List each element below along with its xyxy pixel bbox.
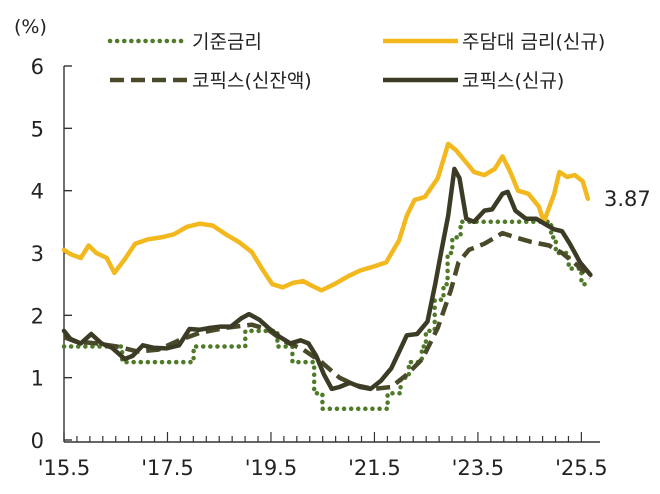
series-mortgage-rate-line	[61, 141, 591, 293]
y-tick-label: 6	[31, 55, 44, 79]
y-tick-label: 1	[31, 367, 44, 391]
x-tick-label: '15.5	[38, 456, 91, 480]
series-cofix-new-line	[61, 166, 593, 392]
y-tick-label: 3	[31, 242, 44, 266]
legend-label-cofix-new: 코픽스(신규)	[462, 70, 564, 92]
x-tick-label: '25.5	[555, 456, 608, 480]
y-tick-label: 2	[31, 304, 44, 328]
series-layer	[61, 141, 593, 412]
x-tick-label: '23.5	[452, 456, 505, 480]
legend: 기준금리 주담대 금리(신규) 코픽스(신잔액) 코픽스(신규)	[107, 31, 605, 92]
x-tick-label: '19.5	[245, 456, 298, 480]
x-axis-ticks: '15.5 '17.5 '19.5 '21.5 '23.5 '25.5	[38, 432, 608, 480]
y-tick-label: 4	[31, 180, 44, 204]
series-cofix-balance-line	[63, 230, 592, 392]
y-tick-label: 0	[31, 429, 44, 453]
y-axis-ticks: 0 1 2 3 4 5 6	[31, 55, 72, 453]
x-tick-label: '17.5	[141, 456, 194, 480]
legend-label-base-rate: 기준금리	[192, 31, 262, 53]
legend-label-mortgage-rate: 주담대 금리(신규)	[462, 31, 605, 53]
y-tick-label: 5	[31, 117, 44, 141]
end-value-label: 3.87	[604, 187, 651, 211]
y-axis-unit-label: (%)	[14, 16, 47, 38]
x-tick-label: '21.5	[348, 456, 401, 480]
legend-label-cofix-balance: 코픽스(신잔액)	[192, 70, 312, 92]
